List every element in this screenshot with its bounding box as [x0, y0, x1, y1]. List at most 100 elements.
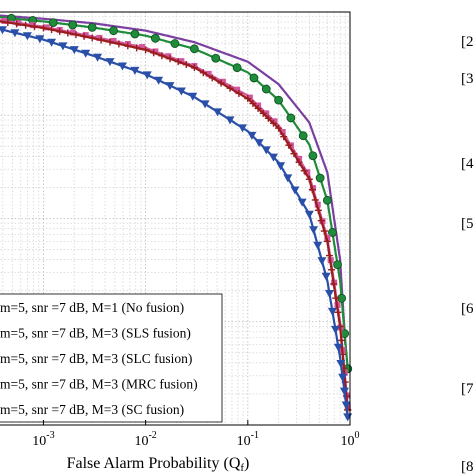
data-point	[188, 92, 198, 101]
data-point	[323, 237, 331, 245]
x-axis-label: False Alarm Probability (Qf)	[67, 455, 250, 474]
data-point	[247, 131, 257, 140]
legend-label: m=5, snr =7 dB, M=3 (MRC fusion)	[0, 377, 198, 392]
data-point	[165, 82, 175, 91]
data-point	[330, 280, 338, 288]
data-point	[295, 158, 303, 166]
side-reference: [6	[461, 301, 474, 317]
data-point	[72, 31, 80, 39]
data-point	[290, 186, 300, 195]
series-line	[0, 14, 347, 345]
data-point	[325, 252, 333, 260]
data-point	[130, 29, 140, 39]
data-point	[133, 44, 141, 52]
data-point	[333, 260, 342, 269]
data-point	[269, 119, 277, 127]
data-point	[308, 151, 318, 161]
data-point	[304, 169, 311, 176]
x-tick-label: 10-2	[134, 430, 156, 449]
legend-box	[0, 293, 223, 423]
data-point	[300, 167, 308, 175]
data-point	[81, 49, 91, 58]
data-point	[124, 42, 132, 50]
data-point	[47, 38, 57, 47]
data-point	[324, 289, 334, 298]
data-point	[69, 29, 76, 36]
data-point	[343, 413, 353, 422]
data-point	[276, 162, 286, 171]
data-point	[29, 22, 36, 29]
data-point	[213, 108, 223, 117]
data-point	[311, 196, 319, 204]
data-point	[334, 308, 342, 316]
data-point	[170, 39, 180, 48]
data-point	[174, 58, 182, 66]
data-point	[290, 150, 298, 158]
data-point	[1, 17, 8, 24]
data-point	[268, 153, 278, 162]
data-point	[280, 133, 288, 141]
data-point	[322, 195, 332, 205]
legend: m=5, snr =7 dB, M=1 (No fusion) m=5, snr …	[0, 293, 223, 423]
data-point	[249, 73, 259, 83]
data-point	[234, 86, 241, 93]
data-point	[142, 46, 150, 54]
data-point	[317, 217, 325, 225]
data-point	[88, 34, 96, 42]
series-4	[0, 19, 352, 414]
series-5	[0, 26, 353, 422]
series-1	[0, 14, 347, 345]
data-point	[68, 20, 78, 30]
data-point	[338, 373, 348, 382]
data-point	[304, 210, 314, 219]
side-reference: [8	[461, 459, 474, 474]
data-point	[309, 226, 319, 235]
data-point	[313, 241, 323, 250]
data-point	[217, 79, 225, 87]
data-point	[110, 37, 117, 44]
data-point	[208, 74, 216, 82]
data-point	[58, 42, 68, 51]
data-point	[249, 100, 257, 108]
data-point	[139, 44, 146, 51]
data-point	[339, 387, 349, 396]
side-reference: [4	[461, 156, 474, 172]
x-axis: 10-3 10-2 10-1 100	[32, 420, 360, 449]
data-point	[328, 228, 337, 237]
data-point	[341, 401, 351, 410]
data-point	[308, 186, 316, 194]
side-reference: [7	[461, 381, 474, 397]
data-point	[259, 109, 267, 117]
data-point	[22, 32, 32, 41]
data-point	[261, 84, 271, 94]
data-point	[297, 198, 307, 207]
data-point	[320, 227, 328, 235]
data-point	[189, 44, 199, 54]
data-point	[315, 173, 325, 183]
plot-frame	[0, 11, 351, 426]
data-point	[225, 116, 235, 125]
data-point	[321, 272, 331, 281]
data-point	[190, 64, 198, 72]
data-point	[337, 336, 345, 344]
data-point	[328, 266, 336, 274]
x-tick-label: 10-3	[32, 430, 54, 449]
data-point	[244, 95, 252, 103]
legend-label: m=5, snr =7 dB, M=3 (SLS fusion)	[0, 326, 191, 341]
data-point	[205, 70, 212, 77]
data-point	[109, 26, 118, 36]
data-point	[219, 78, 226, 85]
data-point	[80, 32, 88, 40]
data-point	[279, 128, 286, 135]
data-point	[182, 61, 190, 69]
data-point	[261, 146, 271, 155]
data-point	[336, 359, 346, 368]
data-point	[39, 24, 47, 32]
series-layer	[0, 13, 353, 422]
data-point	[117, 62, 127, 71]
data-point	[152, 48, 159, 55]
data-point	[35, 35, 45, 44]
data-point	[64, 29, 72, 37]
data-point	[158, 52, 166, 60]
